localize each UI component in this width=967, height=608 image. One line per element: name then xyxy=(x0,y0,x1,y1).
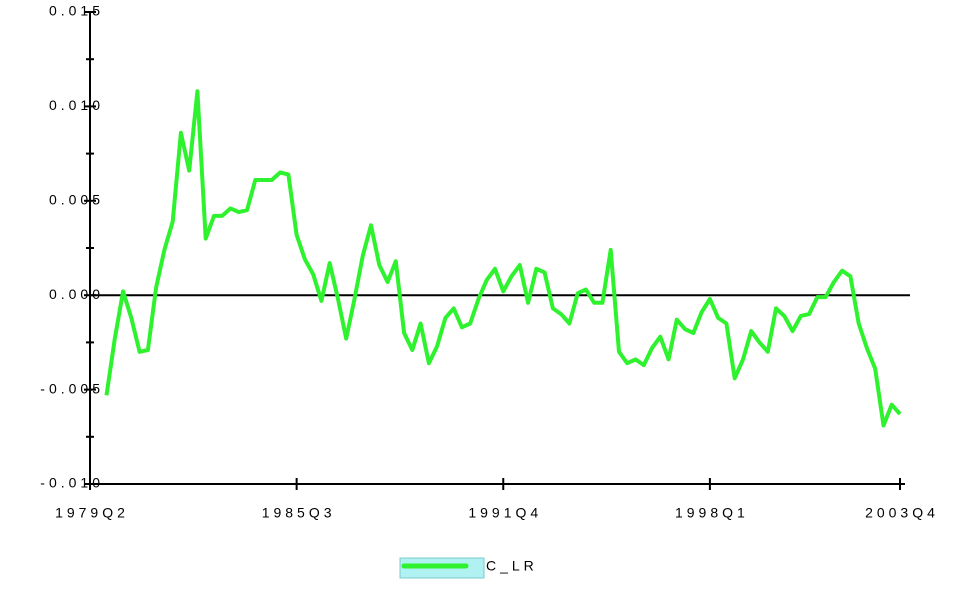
x-tick-label: 1998Q1 xyxy=(675,505,749,521)
y-tick-label: 0.005 xyxy=(49,192,104,208)
x-tick-label: 1991Q4 xyxy=(468,505,542,521)
y-tick-label: 0.000 xyxy=(49,286,104,302)
legend-label: C_LR xyxy=(486,558,538,574)
y-tick-label: 0.015 xyxy=(49,3,104,19)
x-tick-label: 1985Q3 xyxy=(262,505,336,521)
y-tick-label: 0.010 xyxy=(49,97,104,113)
x-tick-label: 2003Q4 xyxy=(865,505,939,521)
x-tick-label: 1979Q2 xyxy=(55,505,129,521)
y-tick-label: -0.010 xyxy=(40,475,104,491)
data-line xyxy=(104,89,902,428)
y-tick-label: -0.005 xyxy=(40,380,104,396)
